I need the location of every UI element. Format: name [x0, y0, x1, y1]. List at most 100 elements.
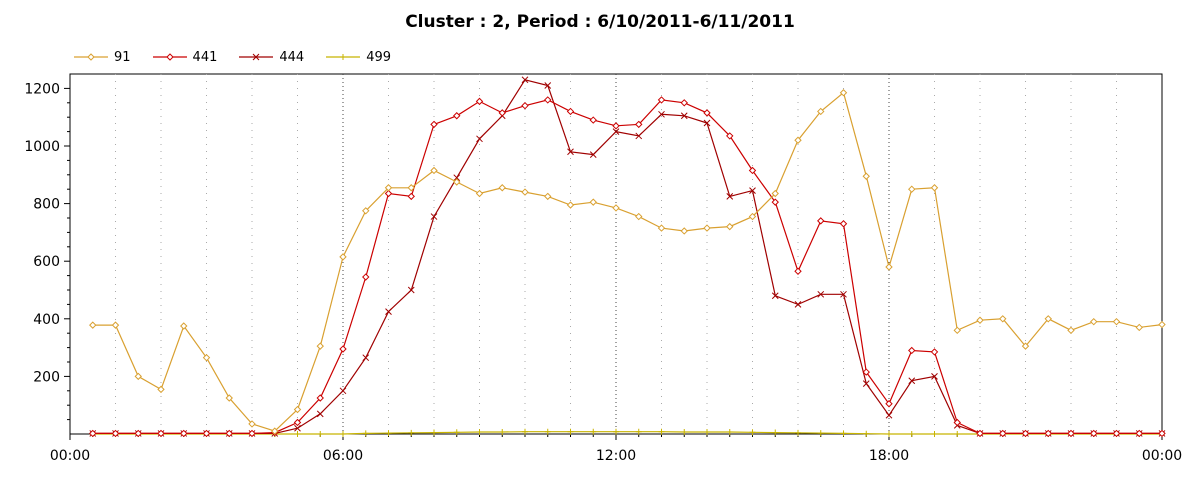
data-point-marker — [885, 400, 893, 408]
data-point-marker — [430, 213, 438, 220]
data-point-marker — [862, 368, 870, 376]
data-point-marker — [453, 112, 461, 120]
data-point-marker — [589, 151, 597, 158]
data-point-marker — [886, 431, 892, 437]
data-point-marker — [431, 429, 437, 436]
data-point-marker — [635, 120, 643, 129]
data-point-marker — [384, 184, 393, 192]
data-point-marker — [384, 189, 393, 198]
data-point-marker — [612, 122, 620, 130]
data-point-marker — [1112, 317, 1121, 326]
data-point-marker — [134, 372, 142, 381]
data-point-marker — [317, 431, 324, 437]
data-point-marker — [180, 429, 188, 438]
data-point-marker — [726, 428, 733, 435]
data-point-marker — [590, 428, 597, 435]
data-point-marker — [839, 220, 848, 228]
data-point-marker — [885, 411, 893, 419]
data-point-marker — [316, 342, 324, 350]
data-point-marker — [362, 273, 370, 281]
series-91 — [89, 89, 1166, 435]
data-point-marker — [1044, 315, 1052, 323]
data-point-marker — [225, 394, 233, 402]
data-point-marker — [294, 424, 301, 432]
data-point-marker — [680, 227, 688, 235]
y-tick-label: 800 — [33, 197, 60, 213]
data-point-marker — [362, 430, 369, 437]
data-point-marker — [339, 345, 347, 353]
data-point-marker — [340, 54, 347, 60]
data-point-marker — [908, 346, 916, 355]
data-point-marker — [362, 207, 370, 215]
data-point-marker — [340, 431, 346, 437]
data-point-marker — [703, 109, 711, 117]
data-point-marker — [566, 201, 575, 209]
data-point-marker — [475, 189, 484, 198]
legend-label: 499 — [366, 49, 392, 65]
data-point-marker — [294, 431, 301, 437]
data-point-marker — [521, 101, 529, 110]
legend-label: 441 — [192, 49, 218, 65]
data-point-marker — [612, 128, 620, 135]
data-point-marker — [475, 97, 484, 106]
data-point-marker — [704, 428, 710, 435]
data-point-marker — [680, 99, 688, 107]
data-point-marker — [840, 430, 847, 437]
data-point-marker — [794, 301, 802, 308]
data-point-marker — [499, 428, 506, 435]
data-point-marker — [680, 112, 688, 120]
data-point-marker — [612, 204, 620, 212]
data-point-marker — [862, 172, 870, 180]
data-point-marker — [681, 428, 688, 435]
data-point-marker — [748, 212, 757, 221]
data-point-marker — [1021, 342, 1030, 350]
data-point-marker — [1135, 429, 1143, 438]
data-point-marker — [862, 380, 870, 387]
data-point-marker — [248, 429, 256, 438]
data-point-marker — [771, 292, 779, 300]
data-point-marker — [703, 119, 711, 127]
data-point-marker — [134, 429, 142, 438]
data-point-marker — [522, 428, 528, 435]
data-point-marker — [407, 192, 415, 201]
legend: 91 441 444 499 — [74, 47, 413, 67]
data-point-marker — [430, 166, 438, 175]
data-point-marker — [839, 89, 848, 97]
legend-swatch — [74, 53, 108, 61]
y-tick-label: 200 — [33, 369, 60, 385]
legend-item: 444 — [239, 50, 304, 65]
data-point-marker — [908, 431, 915, 437]
data-point-marker — [453, 174, 461, 182]
data-point-marker — [726, 222, 734, 231]
data-point-marker — [863, 430, 870, 437]
data-point-marker — [1067, 429, 1075, 438]
data-point-marker — [521, 76, 529, 84]
data-point-marker — [635, 428, 642, 435]
chart-title: Cluster : 2, Period : 6/10/2011-6/11/201… — [405, 12, 795, 32]
y-tick-label: 1000 — [24, 139, 60, 155]
data-point-marker — [157, 429, 165, 438]
data-point-marker — [1067, 326, 1075, 335]
legend-item: 499 — [326, 50, 391, 65]
data-point-marker — [87, 53, 95, 61]
data-point-marker — [613, 428, 619, 435]
data-point-marker — [567, 428, 574, 435]
legend-swatch — [239, 53, 274, 61]
data-point-marker — [726, 193, 734, 200]
data-point-marker — [635, 132, 643, 140]
legend-swatch — [152, 53, 187, 61]
data-point-marker — [453, 178, 461, 186]
data-point-marker — [1135, 323, 1143, 332]
data-point-marker — [794, 136, 802, 144]
data-point-marker — [339, 253, 347, 261]
data-point-marker — [165, 53, 174, 61]
data-point-marker — [544, 96, 552, 104]
data-point-marker — [1158, 429, 1166, 438]
data-point-marker — [999, 315, 1007, 323]
data-point-marker — [772, 429, 779, 436]
data-point-marker — [589, 116, 597, 124]
data-point-marker — [567, 148, 574, 156]
series-line — [92, 91, 1163, 432]
data-point-marker — [544, 192, 552, 201]
data-point-marker — [794, 267, 802, 275]
